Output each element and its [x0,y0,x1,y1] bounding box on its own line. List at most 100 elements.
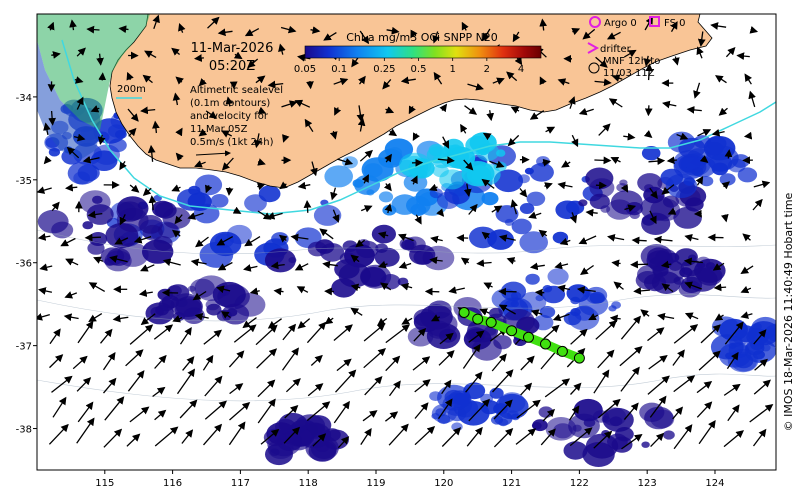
mnf-position [458,307,470,318]
velocity-arrow [207,16,220,29]
velocity-arrow [684,281,703,290]
velocity-arrow [597,349,615,369]
velocity-arrow [647,375,670,395]
lat-tick-label: -35 [16,176,32,187]
velocity-arrow [545,126,556,134]
velocity-arrow [225,187,234,196]
velocity-arrow [466,426,483,447]
velocity-arrow [333,77,349,86]
velocity-arrow [194,54,204,62]
lon-tick-label: 121 [502,478,521,489]
velocity-arrow [683,257,703,266]
chlorophyll-patch [176,188,206,211]
velocity-arrow [740,311,753,319]
velocity-arrow [257,158,266,166]
velocity-arrow [529,262,545,271]
velocity-arrow [380,282,392,291]
chlorophyll-patch [439,328,457,343]
velocity-arrow [142,74,153,84]
chlorophyll-patch [199,241,234,268]
chlorophyll-patch [641,215,656,226]
chlorophyll-patch [526,191,546,206]
velocity-arrow [644,16,653,31]
velocity-arrow [127,108,139,122]
chlorophyll-patch [116,196,149,221]
velocity-arrow [86,25,100,34]
caption-line: 11 Mar 05Z [190,124,248,135]
velocity-arrow [483,282,493,290]
lon-tick-label: 124 [705,478,724,489]
velocity-arrow [611,74,623,82]
legend: Argo 0 FS 0 drifter MNF 12h to 11/03 11Z [587,16,685,79]
velocity-arrow [142,187,152,196]
chlorophyll-patch [79,190,111,215]
colorbar-tick-label: 0.25 [373,64,395,75]
velocity-arrow [129,406,150,423]
velocity-arrow [430,314,441,322]
velocity-arrow [593,369,610,394]
argo-label: Argo 0 [604,18,637,29]
chlorophyll-patch [673,276,685,285]
velocity-arrow [198,128,208,137]
mnf-position [556,345,568,357]
chlorophyll-patch [153,236,173,251]
velocity-arrow [623,402,639,421]
velocity-arrow [570,382,582,395]
velocity-arrow [204,400,227,420]
velocity-arrow [653,235,673,244]
velocity-arrow [753,379,771,395]
velocity-arrow [361,174,369,184]
velocity-arrow [357,117,366,132]
velocity-arrow [296,286,309,294]
chlorophyll-patch [258,185,281,203]
velocity-arrow [112,314,129,323]
velocity-arrow [363,348,386,369]
chlorophyll-patch [606,199,633,220]
colorbar-tick-label: 0.5 [411,64,427,75]
velocity-arrow [306,81,314,90]
velocity-arrow [510,106,520,114]
velocity-arrow [432,31,440,44]
velocity-arrow [544,378,571,398]
velocity-arrow [283,426,301,444]
scale-arrow [195,150,231,157]
velocity-arrow [696,401,713,418]
velocity-arrow [333,400,350,424]
velocity-arrow [312,433,327,447]
velocity-arrow [72,355,88,370]
velocity-arrow [542,408,556,422]
caption-line: 0.5m/s (1kt 24h) [190,137,274,148]
colorbar-title: Chl-a mg/m3 OCi SNPP N20 [346,31,498,44]
velocity-arrow [414,402,429,419]
velocity-arrow [119,214,127,226]
velocity-arrow [519,187,528,198]
velocity-arrow [534,288,545,297]
velocity-arrow [172,315,183,323]
velocity-arrow [597,398,621,419]
chlorophyll-patch [107,124,126,138]
caption-line: Altimetric sealevel [190,85,283,96]
velocity-arrow [476,259,492,268]
velocity-arrow [482,28,491,42]
velocity-arrow [725,46,736,58]
velocity-arrow [306,321,327,344]
velocity-arrow [686,106,702,114]
velocity-arrow [175,152,184,162]
velocity-arrow [307,383,324,397]
velocity-arrow [672,406,684,420]
velocity-arrow [620,184,629,193]
map-date: 11-Mar-2026 [191,41,274,56]
mnf-position [485,316,497,328]
velocity-arrow [385,106,395,114]
lon-tick-label: 116 [163,478,182,489]
velocity-arrow [87,210,103,219]
velocity-arrow [623,49,637,58]
chlorophyll-patch [493,335,512,350]
chlorophyll-patch [589,193,610,210]
velocity-arrow [125,349,144,367]
chlorophyll-patch [573,398,603,422]
velocity-arrow [753,180,771,189]
chlorophyll-patch [404,236,426,253]
velocity-arrow [138,289,153,297]
